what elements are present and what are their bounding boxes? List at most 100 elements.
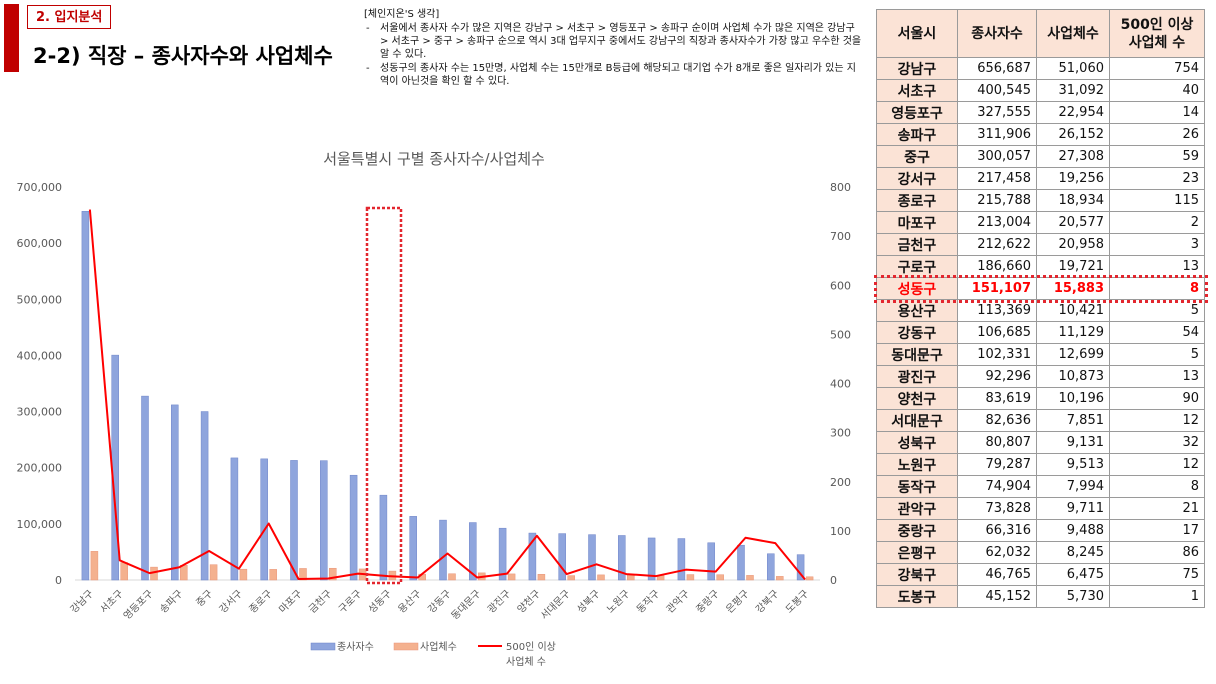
- legend-swatch-workers: [310, 642, 336, 651]
- table-header-large-firms: 500인 이상 사업체 수: [1109, 9, 1205, 58]
- bar-workers: [290, 460, 298, 581]
- table-cell-workers: 113,369: [957, 299, 1037, 322]
- bar-businesses: [239, 568, 248, 581]
- table-cell-businesses: 6,475: [1036, 563, 1110, 586]
- table-header-large-firms-line1: 500인 이상: [1120, 16, 1194, 33]
- table-cell-businesses: 9,513: [1036, 453, 1110, 476]
- x-tick-label: 영등포구: [121, 588, 156, 623]
- bar-workers: [528, 532, 537, 581]
- table-cell-large-firms: 12: [1109, 453, 1205, 476]
- table-cell-businesses: 20,577: [1036, 211, 1110, 234]
- table-cell-large-firms: 32: [1109, 431, 1205, 454]
- table-cell-district: 광진구: [876, 365, 958, 388]
- x-tick-label: 강동구: [426, 588, 454, 616]
- table-cell-district: 서초구: [876, 79, 958, 102]
- table-row: 양천구 83,619 10,196 90: [876, 387, 1205, 410]
- bar-businesses: [716, 574, 724, 581]
- y-tick-label-right: 600: [830, 279, 851, 292]
- table-cell-businesses: 9,711: [1036, 497, 1110, 520]
- table-cell-district: 동작구: [876, 475, 958, 498]
- bar-businesses: [448, 573, 456, 581]
- table-cell-large-firms: 14: [1109, 101, 1205, 124]
- bar-businesses: [776, 576, 784, 581]
- table-cell-workers: 213,004: [957, 211, 1037, 234]
- bar-workers: [349, 474, 358, 581]
- table-cell-large-firms: 2: [1109, 211, 1205, 234]
- table-cell-businesses: 7,851: [1036, 409, 1110, 432]
- table-cell-businesses: 15,883: [1036, 277, 1110, 300]
- table-cell-district: 금천구: [876, 233, 958, 256]
- table-cell-large-firms: 13: [1109, 365, 1205, 388]
- table-cell-district: 관악구: [876, 497, 958, 520]
- table-header-large-firms-line2: 사업체 수: [1128, 34, 1186, 51]
- y-tick-label-left: 500,000: [17, 293, 63, 306]
- table-cell-large-firms: 75: [1109, 563, 1205, 586]
- table-cell-workers: 83,619: [957, 387, 1037, 410]
- x-tick-label: 은평구: [724, 588, 752, 616]
- legend-label-workers: 종사자수: [337, 641, 374, 653]
- table-cell-district: 서대문구: [876, 409, 958, 432]
- bar-workers: [439, 519, 447, 581]
- x-tick-label: 송파구: [157, 588, 185, 616]
- table-header-workers: 종사자수: [957, 9, 1037, 58]
- table-cell-large-firms: 21: [1109, 497, 1205, 520]
- bar-workers: [200, 411, 209, 581]
- table-cell-businesses: 19,721: [1036, 255, 1110, 278]
- table-row: 광진구 92,296 10,873 13: [876, 365, 1205, 388]
- bar-workers: [588, 534, 596, 581]
- x-tick-label: 마포구: [277, 588, 305, 616]
- table-cell-district: 종로구: [876, 189, 958, 212]
- x-tick-label: 노원구: [604, 588, 632, 616]
- legend-label-large-firms-line2: 사업체 수: [506, 655, 546, 668]
- table-cell-large-firms: 40: [1109, 79, 1205, 102]
- table-cell-businesses: 27,308: [1036, 145, 1110, 168]
- table-cell-large-firms: 90: [1109, 387, 1205, 410]
- table-row: 서대문구 82,636 7,851 12: [876, 409, 1205, 432]
- table-cell-workers: 400,545: [957, 79, 1037, 102]
- table-cell-workers: 82,636: [957, 409, 1037, 432]
- table-cell-district: 중랑구: [876, 519, 958, 542]
- table-header-businesses: 사업체수: [1036, 9, 1110, 58]
- bar-businesses: [329, 567, 337, 581]
- table-cell-workers: 102,331: [957, 343, 1037, 366]
- table-cell-businesses: 31,092: [1036, 79, 1110, 102]
- chart-title: 서울특별시 구별 종사자수/사업체수: [323, 150, 545, 168]
- table-cell-workers: 212,622: [957, 233, 1037, 256]
- table-cell-district: 구로구: [876, 255, 958, 278]
- bar-workers: [230, 457, 239, 581]
- y-tick-label-left: 400,000: [17, 349, 63, 362]
- bar-businesses: [805, 576, 814, 581]
- legend-label-businesses: 사업체수: [420, 640, 457, 653]
- table-row: 금천구 212,622 20,958 3: [876, 233, 1205, 256]
- x-tick-label: 서초구: [98, 588, 126, 616]
- table-cell-district: 성동구: [876, 277, 958, 300]
- bar-workers: [379, 494, 388, 581]
- table-cell-workers: 92,296: [957, 365, 1037, 388]
- table-cell-district: 강남구: [876, 57, 958, 80]
- table-cell-district: 강동구: [876, 321, 958, 344]
- notes-panel: [체인지온'S 생각] 서울에서 종사자 수가 많은 지역은 강남구 > 서초구…: [364, 8, 864, 89]
- table-row: 관악구 73,828 9,711 21: [876, 497, 1205, 520]
- bar-businesses: [269, 569, 277, 581]
- y-tick-label-right: 0: [830, 574, 837, 587]
- table-cell-workers: 62,032: [957, 541, 1037, 564]
- x-tick-label: 강남구: [68, 588, 96, 616]
- table-cell-district: 송파구: [876, 123, 958, 146]
- y-tick-label-left: 0: [55, 574, 62, 587]
- section-tag: 2. 입지분석: [27, 5, 112, 29]
- table-row: 용산구 113,369 10,421 5: [876, 299, 1205, 322]
- y-tick-label-right: 200: [830, 476, 851, 489]
- table-cell-large-firms: 23: [1109, 167, 1205, 190]
- table-row: 강서구 217,458 19,256 23: [876, 167, 1205, 190]
- x-tick-label: 광진구: [485, 588, 513, 616]
- x-tick-label: 강북구: [753, 588, 781, 616]
- table-cell-workers: 66,316: [957, 519, 1037, 542]
- table-row: 마포구 213,004 20,577 2: [876, 211, 1205, 234]
- bar-workers: [320, 460, 328, 581]
- table-cell-workers: 46,765: [957, 563, 1037, 586]
- x-tick-label: 관악구: [664, 588, 692, 616]
- table-cell-businesses: 26,152: [1036, 123, 1110, 146]
- notes-bullet-1: 서울에서 종사자 수가 많은 지역은 강남구 > 서초구 > 영등포구 > 송파…: [364, 22, 864, 61]
- x-tick-label: 서대문구: [538, 588, 573, 623]
